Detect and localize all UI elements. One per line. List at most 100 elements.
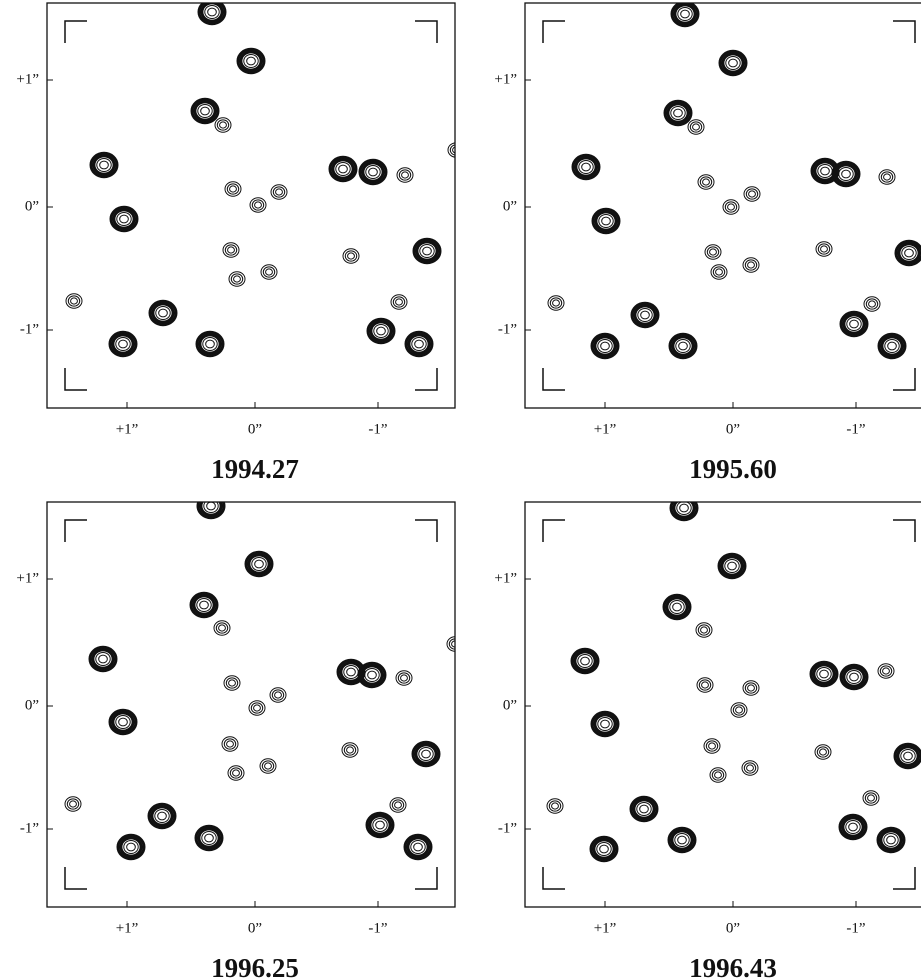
contour [120, 215, 129, 223]
contour [402, 172, 409, 178]
contour [395, 802, 402, 808]
contour [224, 739, 235, 749]
contour [710, 249, 717, 255]
contour [736, 707, 743, 713]
contour [205, 834, 214, 842]
contour [233, 770, 240, 776]
contour [119, 340, 128, 348]
contour [902, 247, 916, 260]
contour [733, 705, 744, 715]
contour [599, 215, 613, 228]
contour [244, 55, 258, 68]
x-tick-label: 0” [248, 421, 262, 437]
contour [207, 502, 216, 510]
contour [690, 122, 701, 132]
contour [265, 763, 272, 769]
contour [97, 159, 111, 172]
contour [600, 845, 609, 853]
contour [901, 750, 915, 763]
y-tick-label: +1” [16, 570, 39, 586]
corner-bracket [65, 520, 87, 542]
x-tick-label: -1” [368, 920, 387, 936]
contour [702, 682, 709, 688]
epoch-label: 1996.43 [689, 953, 777, 980]
contour [336, 163, 350, 176]
contour [850, 320, 859, 328]
contour [671, 107, 685, 120]
contour [200, 601, 209, 609]
corner-bracket [65, 867, 87, 889]
contour [156, 307, 170, 320]
contour [820, 670, 829, 678]
contour [396, 299, 403, 305]
contour [703, 179, 710, 185]
contour [674, 109, 683, 117]
contour [700, 177, 711, 187]
contour [339, 165, 348, 173]
contour [818, 165, 832, 178]
contour [673, 603, 682, 611]
contour [398, 673, 409, 683]
contour [578, 655, 592, 668]
contour [885, 340, 899, 353]
contour [228, 247, 235, 253]
contour [230, 186, 237, 192]
contour [414, 843, 423, 851]
contour [365, 669, 379, 682]
contour [247, 57, 256, 65]
contour [344, 666, 358, 679]
contour [821, 167, 830, 175]
contour [820, 749, 827, 755]
contour [868, 795, 875, 801]
contour [846, 821, 860, 834]
contour [227, 184, 238, 194]
contour [419, 748, 433, 761]
contour [412, 338, 426, 351]
contour [598, 340, 612, 353]
contour [550, 298, 561, 308]
contour [676, 340, 690, 353]
corner-bracket [543, 21, 565, 43]
contour [887, 836, 896, 844]
contour [399, 170, 410, 180]
contour [117, 213, 131, 226]
contour [888, 342, 897, 350]
contour [821, 246, 828, 252]
contour [744, 763, 755, 773]
contours [65, 494, 463, 889]
contour [377, 327, 386, 335]
contour [884, 834, 898, 847]
frame [47, 3, 455, 408]
contour [549, 801, 560, 811]
contour [817, 747, 828, 757]
contour [707, 247, 718, 257]
contour [553, 300, 560, 306]
contour [227, 741, 234, 747]
contour [748, 685, 755, 691]
contour [453, 147, 460, 153]
contour [254, 705, 261, 711]
contour [601, 342, 610, 350]
y-tick-label: -1” [20, 321, 39, 337]
contour [208, 8, 217, 16]
contour [748, 262, 755, 268]
panel: +1”0”-1”+1”0”-1”1995.60 [494, 2, 921, 484]
contour [881, 172, 892, 182]
corner-bracket [65, 368, 87, 390]
contour [601, 720, 610, 728]
contour [693, 124, 700, 130]
contour [641, 311, 650, 319]
contour [679, 342, 688, 350]
contour [869, 301, 876, 307]
contour [746, 189, 757, 199]
contour [155, 810, 169, 823]
contour [230, 768, 241, 778]
contour [252, 200, 263, 210]
y-tick-label: -1” [20, 820, 39, 836]
contour [706, 741, 717, 751]
contour [255, 560, 264, 568]
contour [725, 202, 736, 212]
contour [729, 59, 738, 67]
contour [276, 189, 283, 195]
contour [119, 718, 128, 726]
